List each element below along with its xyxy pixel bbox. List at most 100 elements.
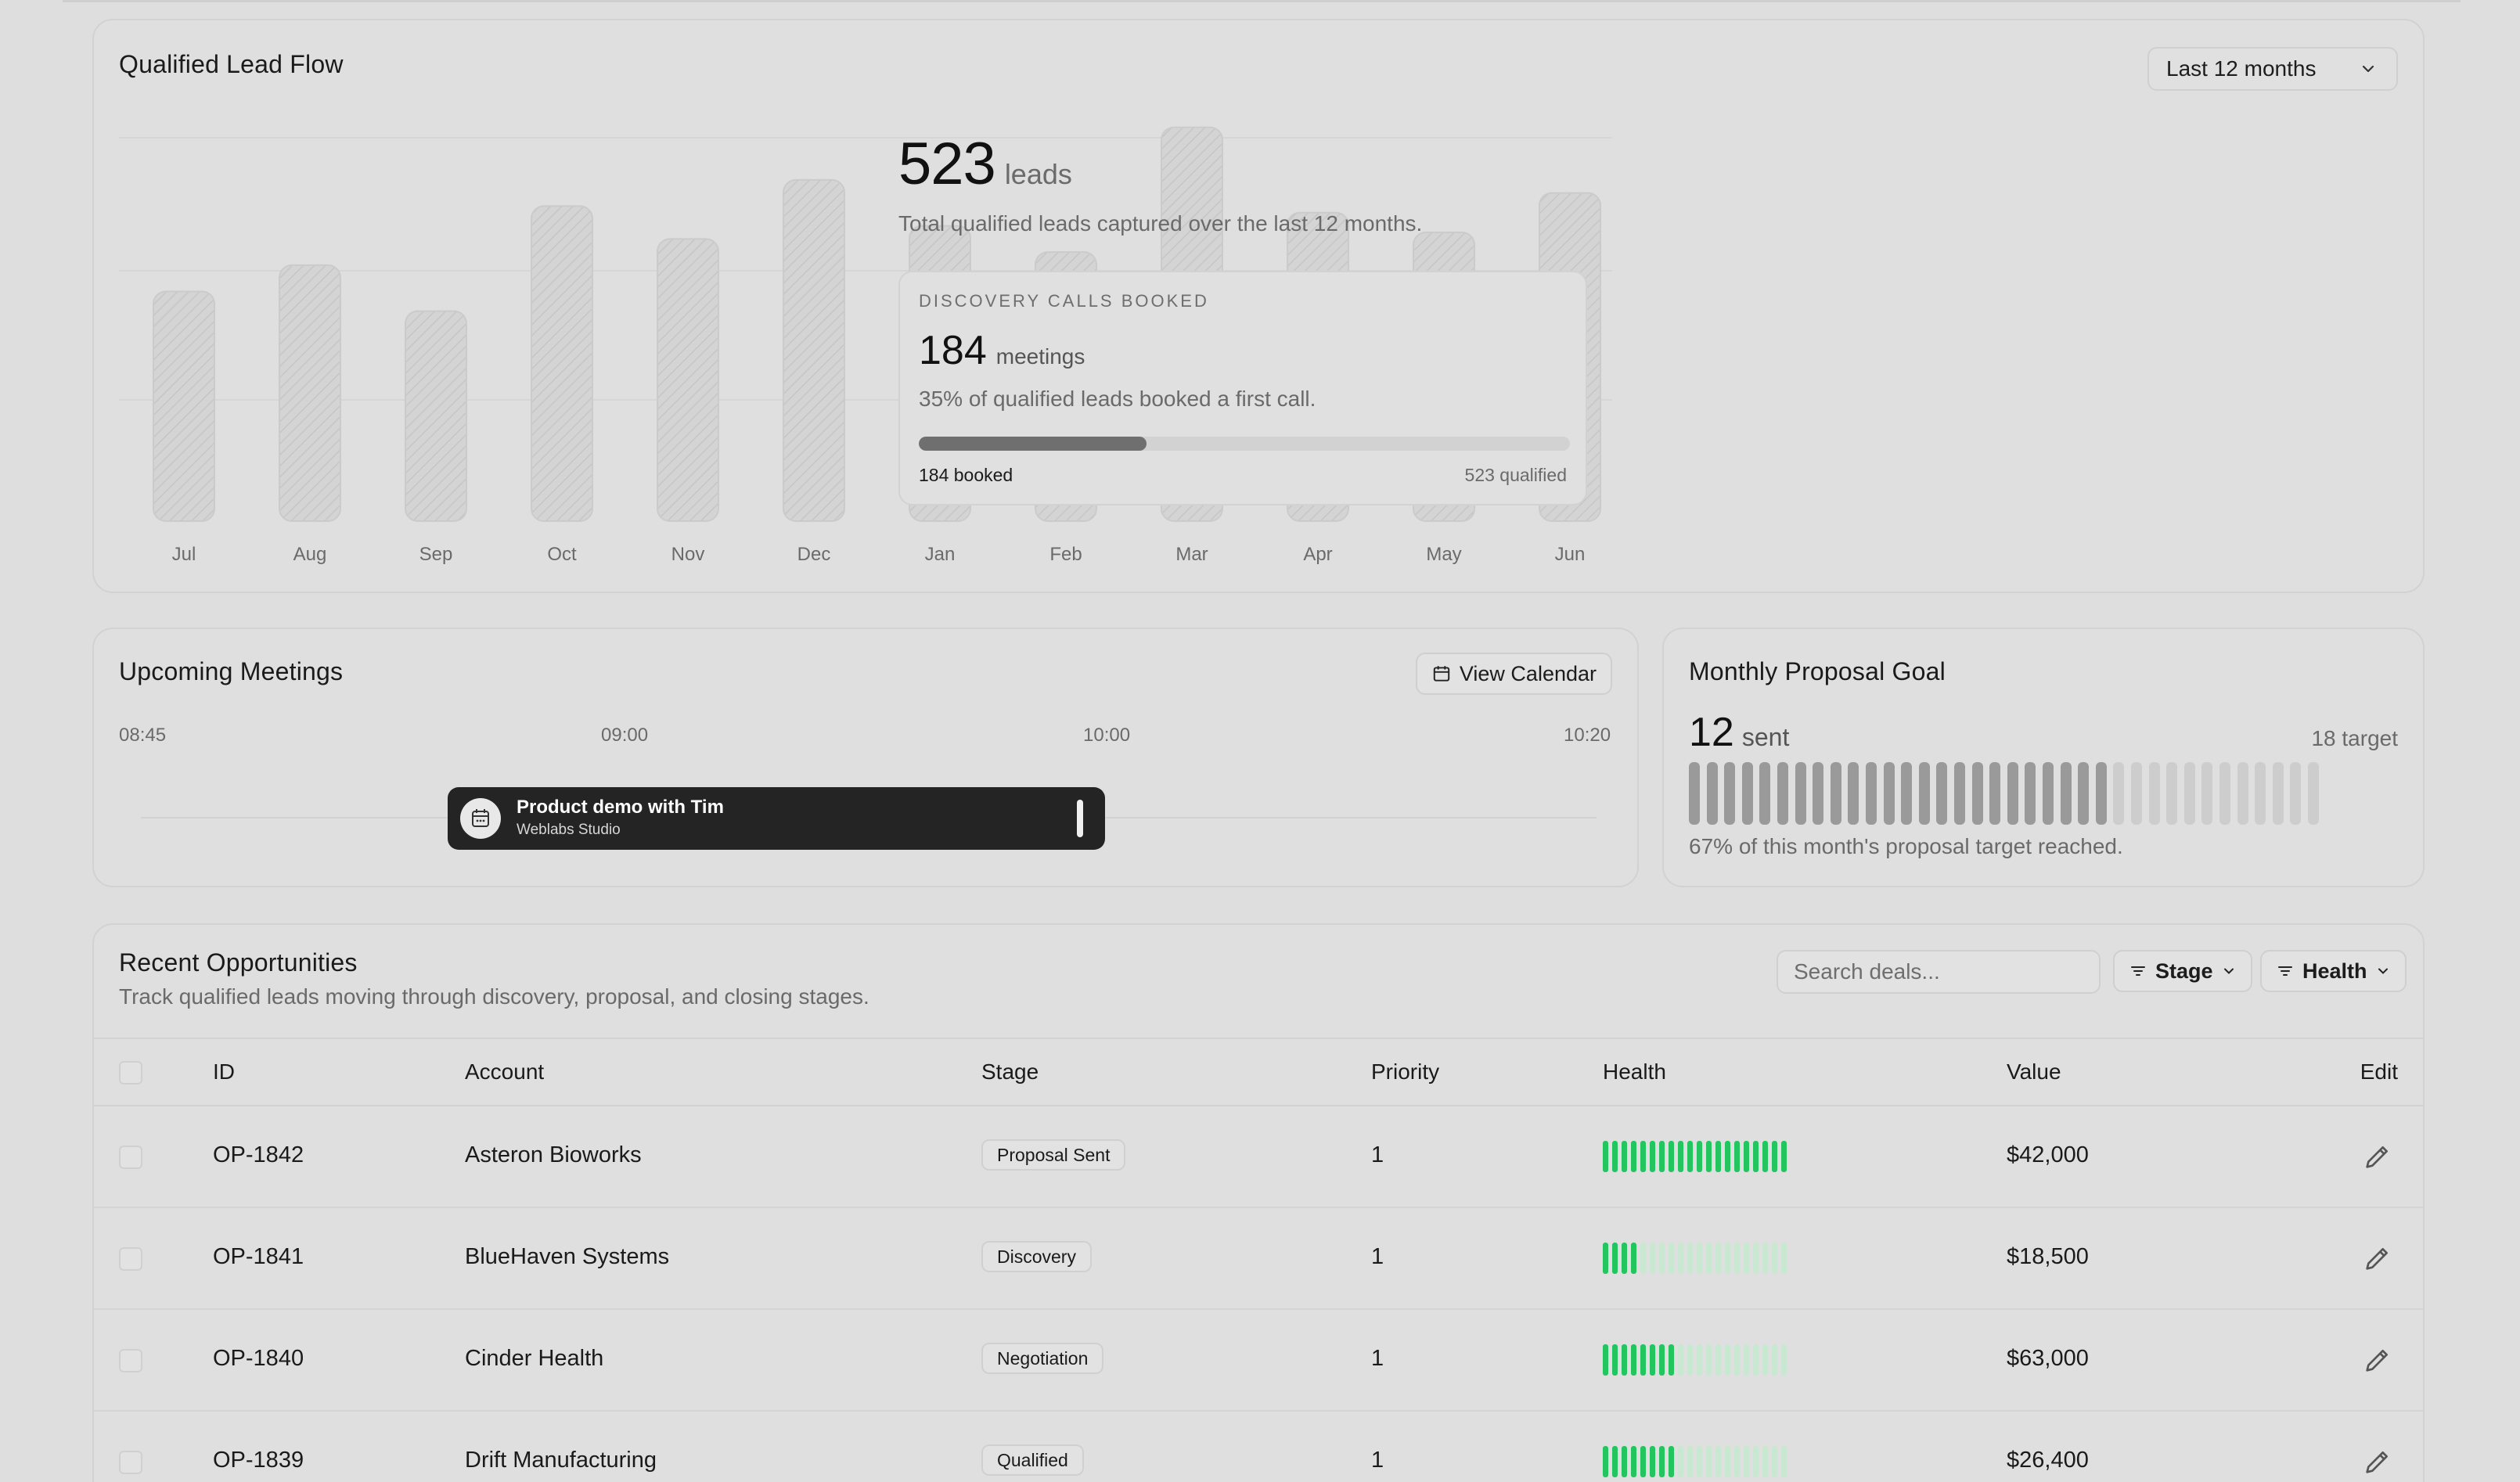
proposal-progress-segment bbox=[1954, 762, 1965, 825]
table-row[interactable]: OP-1841 BlueHaven Systems Discovery 1 $18,50… bbox=[94, 1208, 2423, 1310]
health-segment bbox=[1753, 1344, 1759, 1376]
column-header-priority[interactable]: Priority bbox=[1371, 1059, 1440, 1084]
row-checkbox[interactable] bbox=[119, 1349, 142, 1372]
health-segment bbox=[1772, 1141, 1777, 1172]
cell-id: OP-1839 bbox=[213, 1448, 304, 1473]
column-header-id[interactable]: ID bbox=[213, 1059, 235, 1084]
chart-tick-label: Nov bbox=[671, 544, 705, 565]
proposal-progress-segment bbox=[1706, 762, 1718, 825]
table-row[interactable]: OP-1839 Drift Manufacturing Qualified 1 $26,… bbox=[94, 1412, 2423, 1482]
health-segment bbox=[1697, 1141, 1702, 1172]
chart-bar-sep[interactable] bbox=[405, 310, 467, 522]
chart-bar-nov[interactable] bbox=[657, 238, 719, 522]
chart-tick-label: Dec bbox=[797, 544, 831, 565]
chart-bar-oct[interactable] bbox=[531, 205, 593, 523]
event-resize-handle[interactable] bbox=[1077, 800, 1083, 837]
edit-pencil-icon[interactable] bbox=[2362, 1446, 2393, 1477]
discovery-calls-progress-fill bbox=[919, 437, 1147, 451]
health-segment bbox=[1781, 1344, 1787, 1376]
proposal-progress-segment bbox=[2201, 762, 2213, 825]
health-segment bbox=[1715, 1141, 1721, 1172]
health-segment bbox=[1640, 1446, 1646, 1477]
column-header-account[interactable]: Account bbox=[465, 1059, 545, 1084]
edit-pencil-icon[interactable] bbox=[2362, 1141, 2393, 1172]
health-segment bbox=[1725, 1344, 1730, 1376]
row-checkbox[interactable] bbox=[119, 1146, 142, 1169]
health-segment bbox=[1762, 1243, 1768, 1274]
range-select[interactable]: Last 12 months bbox=[2147, 47, 2398, 91]
health-segment bbox=[1640, 1344, 1646, 1376]
proposal-progress-segment bbox=[1848, 762, 1859, 825]
column-header-value[interactable]: Value bbox=[2007, 1059, 2061, 1084]
health-segment bbox=[1734, 1141, 1740, 1172]
proposal-target-label: 18 target bbox=[2311, 726, 2398, 750]
cell-id: OP-1840 bbox=[213, 1346, 304, 1371]
view-calendar-button[interactable]: View Calendar bbox=[1415, 653, 1612, 695]
health-segment bbox=[1687, 1243, 1693, 1274]
row-checkbox[interactable] bbox=[119, 1451, 142, 1474]
chart-bar-aug[interactable] bbox=[279, 264, 341, 522]
stage-filter-button[interactable]: Stage bbox=[2113, 950, 2252, 992]
table-row[interactable]: OP-1840 Cinder Health Negotiation 1 $63,000 bbox=[94, 1310, 2423, 1412]
health-segment bbox=[1678, 1141, 1683, 1172]
cell-id: OP-1841 bbox=[213, 1244, 304, 1269]
table-row[interactable]: OP-1842 Asteron Bioworks Proposal Sent 1 $42… bbox=[94, 1106, 2423, 1208]
qualified-label: 523 qualified bbox=[1464, 465, 1567, 485]
meeting-event[interactable]: Product demo with Tim Weblabs Studio bbox=[448, 787, 1105, 850]
health-segment bbox=[1603, 1344, 1608, 1376]
health-segment bbox=[1744, 1141, 1749, 1172]
timeline-tick: 10:20 bbox=[1564, 725, 1611, 746]
row-checkbox[interactable] bbox=[119, 1247, 142, 1271]
edit-pencil-icon[interactable] bbox=[2362, 1243, 2393, 1274]
edit-pencil-icon[interactable] bbox=[2362, 1344, 2393, 1376]
proposal-progress-segment bbox=[1989, 762, 2001, 825]
chart-tick-label: Oct bbox=[547, 544, 577, 565]
proposals-sent-unit: sent bbox=[1741, 723, 1790, 751]
lead-flow-card: Qualified Lead Flow Last 12 months Jul Au… bbox=[92, 19, 2425, 593]
proposal-goal-card: Monthly Proposal Goal 12 sent 18 target 6… bbox=[1662, 628, 2425, 887]
health-segment bbox=[1650, 1243, 1655, 1274]
proposal-progress-segment bbox=[2183, 762, 2195, 825]
stage-badge: Proposal Sent bbox=[981, 1139, 1126, 1171]
total-leads-caption: Total qualified leads captured over the … bbox=[898, 211, 1423, 236]
column-header-health[interactable]: Health bbox=[1603, 1059, 1666, 1084]
search-deals-input[interactable]: Search deals... bbox=[1777, 950, 2101, 994]
health-segment bbox=[1734, 1243, 1740, 1274]
proposal-progress-segment bbox=[2060, 762, 2072, 825]
health-segment bbox=[1687, 1141, 1693, 1172]
proposal-progress-segment bbox=[2290, 762, 2302, 825]
proposal-progress-segment bbox=[1883, 762, 1895, 825]
health-segment bbox=[1603, 1141, 1608, 1172]
health-meter bbox=[1603, 1243, 1787, 1274]
discovery-calls-overline: DISCOVERY CALLS BOOKED bbox=[919, 291, 1209, 311]
discovery-calls-box: DISCOVERY CALLS BOOKED 184 meetings 35% o… bbox=[898, 271, 1587, 505]
health-segment bbox=[1781, 1243, 1787, 1274]
opportunities-card: Recent Opportunities Track qualified lea… bbox=[92, 923, 2425, 1482]
health-segment bbox=[1772, 1446, 1777, 1477]
health-segment bbox=[1631, 1141, 1636, 1172]
proposal-progress-segment bbox=[1918, 762, 1930, 825]
health-segment bbox=[1659, 1243, 1665, 1274]
proposal-progress-segment bbox=[2043, 762, 2054, 825]
cell-account: Asteron Bioworks bbox=[465, 1142, 642, 1167]
chart-tick-label: Mar bbox=[1175, 544, 1208, 565]
discovery-calls-value: 184 bbox=[919, 328, 987, 373]
opportunities-subtitle: Track qualified leads moving through dis… bbox=[119, 984, 869, 1009]
health-segment bbox=[1734, 1446, 1740, 1477]
chart-tick-label: Jul bbox=[172, 544, 196, 565]
column-header-stage[interactable]: Stage bbox=[981, 1059, 1039, 1084]
discovery-calls-progress bbox=[919, 437, 1570, 451]
range-select-value: Last 12 months bbox=[2166, 56, 2317, 81]
proposal-progress-segment bbox=[1866, 762, 1877, 825]
health-segment bbox=[1603, 1446, 1608, 1477]
chart-bar-dec[interactable] bbox=[783, 178, 845, 522]
health-segment bbox=[1640, 1243, 1646, 1274]
proposal-progress-segment bbox=[1759, 762, 1771, 825]
health-segment bbox=[1744, 1344, 1749, 1376]
select-all-checkbox[interactable] bbox=[119, 1061, 142, 1085]
chart-bar-jul[interactable] bbox=[153, 290, 215, 522]
proposal-progress-segment bbox=[2166, 762, 2178, 825]
cell-priority: 1 bbox=[1371, 1448, 1384, 1473]
health-segment bbox=[1650, 1446, 1655, 1477]
health-filter-button[interactable]: Health bbox=[2260, 950, 2407, 992]
